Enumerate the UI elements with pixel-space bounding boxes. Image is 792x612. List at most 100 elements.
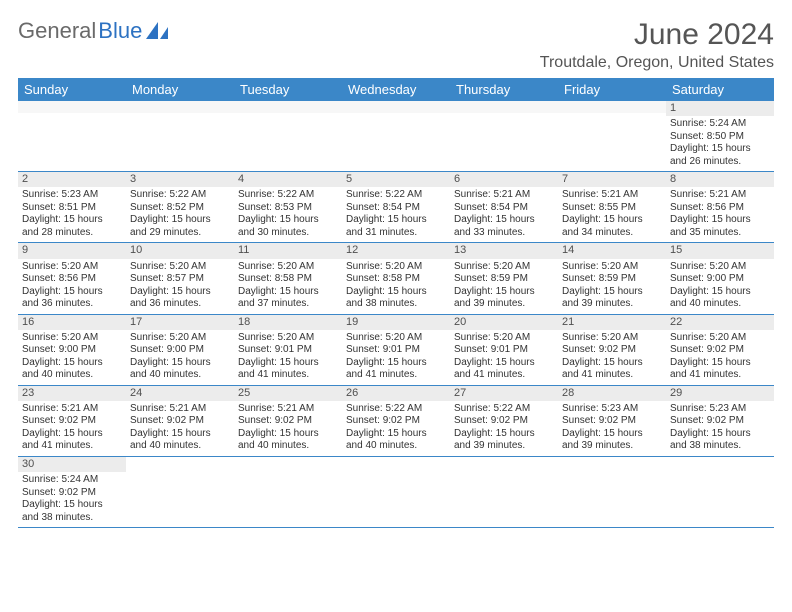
calendar-day-cell [18,101,126,172]
calendar-week-row: 2Sunrise: 5:23 AMSunset: 8:51 PMDaylight… [18,172,774,243]
month-title: June 2024 [540,18,774,52]
day-details: Sunrise: 5:21 AMSunset: 8:55 PMDaylight:… [558,187,666,242]
calendar-day-cell [126,101,234,172]
brand-sail-icon [146,22,172,40]
day-details: Sunrise: 5:20 AMSunset: 9:00 PMDaylight:… [18,330,126,385]
calendar-day-cell: 27Sunrise: 5:22 AMSunset: 9:02 PMDayligh… [450,385,558,456]
day-number: 27 [450,386,558,401]
day-details: Sunrise: 5:24 AMSunset: 9:02 PMDaylight:… [18,472,126,527]
brand-text-part2: Blue [98,18,142,44]
calendar-week-row: 30Sunrise: 5:24 AMSunset: 9:02 PMDayligh… [18,456,774,527]
calendar-day-cell: 13Sunrise: 5:20 AMSunset: 8:59 PMDayligh… [450,243,558,314]
day-number: 13 [450,243,558,258]
day-number: 21 [558,315,666,330]
day-number: 1 [666,101,774,116]
day-number: 12 [342,243,450,258]
day-details: Sunrise: 5:20 AMSunset: 9:02 PMDaylight:… [558,330,666,385]
calendar-day-cell: 16Sunrise: 5:20 AMSunset: 9:00 PMDayligh… [18,314,126,385]
calendar-day-cell: 14Sunrise: 5:20 AMSunset: 8:59 PMDayligh… [558,243,666,314]
day-number: 7 [558,172,666,187]
day-number: 29 [666,386,774,401]
calendar-day-cell: 6Sunrise: 5:21 AMSunset: 8:54 PMDaylight… [450,172,558,243]
calendar-day-cell [234,101,342,172]
title-block: June 2024 Troutdale, Oregon, United Stat… [540,18,774,72]
day-details: Sunrise: 5:20 AMSunset: 9:01 PMDaylight:… [342,330,450,385]
calendar-day-cell: 29Sunrise: 5:23 AMSunset: 9:02 PMDayligh… [666,385,774,456]
weekday-header: Friday [558,78,666,101]
day-number: 8 [666,172,774,187]
calendar-week-row: 23Sunrise: 5:21 AMSunset: 9:02 PMDayligh… [18,385,774,456]
day-details: Sunrise: 5:22 AMSunset: 8:54 PMDaylight:… [342,187,450,242]
calendar-day-cell [342,101,450,172]
calendar-day-cell: 20Sunrise: 5:20 AMSunset: 9:01 PMDayligh… [450,314,558,385]
day-number: 17 [126,315,234,330]
calendar-day-cell [666,456,774,527]
day-details: Sunrise: 5:20 AMSunset: 9:01 PMDaylight:… [234,330,342,385]
day-number: 2 [18,172,126,187]
day-number: 24 [126,386,234,401]
calendar-day-cell: 19Sunrise: 5:20 AMSunset: 9:01 PMDayligh… [342,314,450,385]
calendar-day-cell: 7Sunrise: 5:21 AMSunset: 8:55 PMDaylight… [558,172,666,243]
day-number: 30 [18,457,126,472]
calendar-day-cell [126,456,234,527]
calendar-day-cell: 24Sunrise: 5:21 AMSunset: 9:02 PMDayligh… [126,385,234,456]
calendar-day-cell [342,456,450,527]
calendar-body: 1Sunrise: 5:24 AMSunset: 8:50 PMDaylight… [18,101,774,528]
day-number: 26 [342,386,450,401]
calendar-day-cell: 15Sunrise: 5:20 AMSunset: 9:00 PMDayligh… [666,243,774,314]
day-details: Sunrise: 5:20 AMSunset: 8:58 PMDaylight:… [342,259,450,314]
day-details: Sunrise: 5:22 AMSunset: 9:02 PMDaylight:… [450,401,558,456]
day-details: Sunrise: 5:22 AMSunset: 9:02 PMDaylight:… [342,401,450,456]
calendar-week-row: 9Sunrise: 5:20 AMSunset: 8:56 PMDaylight… [18,243,774,314]
day-details: Sunrise: 5:22 AMSunset: 8:53 PMDaylight:… [234,187,342,242]
day-details: Sunrise: 5:21 AMSunset: 8:54 PMDaylight:… [450,187,558,242]
day-number: 4 [234,172,342,187]
calendar-day-cell: 4Sunrise: 5:22 AMSunset: 8:53 PMDaylight… [234,172,342,243]
day-number: 10 [126,243,234,258]
weekday-header-row: Sunday Monday Tuesday Wednesday Thursday… [18,78,774,101]
calendar-day-cell: 11Sunrise: 5:20 AMSunset: 8:58 PMDayligh… [234,243,342,314]
calendar-day-cell: 28Sunrise: 5:23 AMSunset: 9:02 PMDayligh… [558,385,666,456]
calendar-day-cell: 17Sunrise: 5:20 AMSunset: 9:00 PMDayligh… [126,314,234,385]
day-number: 28 [558,386,666,401]
day-number: 14 [558,243,666,258]
calendar-table: Sunday Monday Tuesday Wednesday Thursday… [18,78,774,528]
calendar-day-cell [450,101,558,172]
calendar-day-cell [234,456,342,527]
calendar-day-cell: 23Sunrise: 5:21 AMSunset: 9:02 PMDayligh… [18,385,126,456]
weekday-header: Tuesday [234,78,342,101]
calendar-day-cell: 25Sunrise: 5:21 AMSunset: 9:02 PMDayligh… [234,385,342,456]
day-details: Sunrise: 5:22 AMSunset: 8:52 PMDaylight:… [126,187,234,242]
brand-logo: GeneralBlue [18,18,172,44]
day-number: 23 [18,386,126,401]
brand-text-part1: General [18,18,96,44]
weekday-header: Thursday [450,78,558,101]
location-text: Troutdale, Oregon, United States [540,54,774,72]
day-details: Sunrise: 5:23 AMSunset: 8:51 PMDaylight:… [18,187,126,242]
calendar-day-cell: 8Sunrise: 5:21 AMSunset: 8:56 PMDaylight… [666,172,774,243]
calendar-day-cell [558,456,666,527]
day-number: 16 [18,315,126,330]
calendar-day-cell: 22Sunrise: 5:20 AMSunset: 9:02 PMDayligh… [666,314,774,385]
day-number: 25 [234,386,342,401]
day-number: 11 [234,243,342,258]
day-details: Sunrise: 5:24 AMSunset: 8:50 PMDaylight:… [666,116,774,171]
calendar-day-cell: 26Sunrise: 5:22 AMSunset: 9:02 PMDayligh… [342,385,450,456]
day-number: 20 [450,315,558,330]
calendar-day-cell: 12Sunrise: 5:20 AMSunset: 8:58 PMDayligh… [342,243,450,314]
day-details: Sunrise: 5:23 AMSunset: 9:02 PMDaylight:… [558,401,666,456]
day-details: Sunrise: 5:23 AMSunset: 9:02 PMDaylight:… [666,401,774,456]
day-number: 22 [666,315,774,330]
calendar-day-cell: 1Sunrise: 5:24 AMSunset: 8:50 PMDaylight… [666,101,774,172]
day-details: Sunrise: 5:20 AMSunset: 8:58 PMDaylight:… [234,259,342,314]
calendar-day-cell [450,456,558,527]
day-details: Sunrise: 5:20 AMSunset: 8:59 PMDaylight:… [558,259,666,314]
day-details: Sunrise: 5:21 AMSunset: 9:02 PMDaylight:… [126,401,234,456]
day-details: Sunrise: 5:20 AMSunset: 9:02 PMDaylight:… [666,330,774,385]
day-details: Sunrise: 5:21 AMSunset: 8:56 PMDaylight:… [666,187,774,242]
day-number: 19 [342,315,450,330]
calendar-day-cell: 2Sunrise: 5:23 AMSunset: 8:51 PMDaylight… [18,172,126,243]
day-number: 6 [450,172,558,187]
day-details: Sunrise: 5:20 AMSunset: 8:56 PMDaylight:… [18,259,126,314]
calendar-week-row: 16Sunrise: 5:20 AMSunset: 9:00 PMDayligh… [18,314,774,385]
